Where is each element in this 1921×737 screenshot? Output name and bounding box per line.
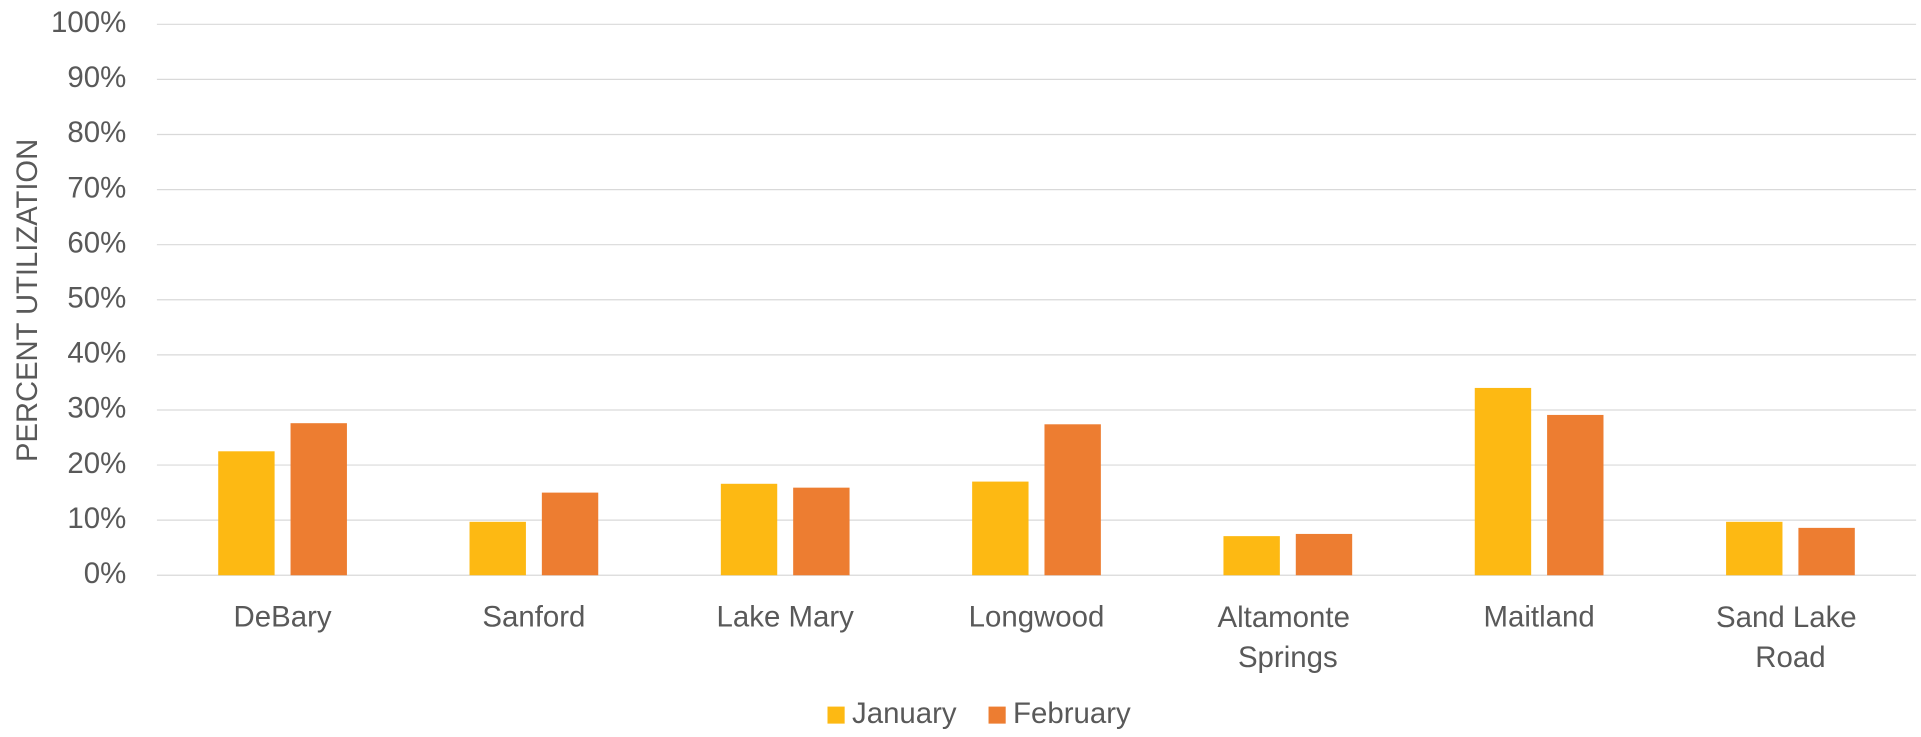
x-tick-label: Altamonte Springs	[1218, 601, 1359, 674]
bar	[1223, 536, 1280, 576]
bar	[1295, 533, 1353, 576]
y-tick-label: 60%	[67, 227, 126, 260]
bar	[1474, 387, 1532, 576]
y-tick-label: 10%	[67, 502, 126, 535]
legend-swatch	[988, 706, 1006, 724]
y-tick-label: 40%	[67, 337, 126, 370]
x-tick-label: Longwood	[969, 601, 1105, 634]
y-tick-label: 0%	[84, 557, 127, 590]
y-tick-label: 100%	[51, 6, 126, 39]
y-tick-label: 70%	[67, 171, 126, 204]
bar	[1798, 527, 1855, 576]
y-tick-label: 90%	[67, 61, 126, 94]
x-tick-label: Sanford	[482, 601, 585, 634]
x-tick-label: DeBary	[234, 601, 332, 634]
bar	[1726, 521, 1783, 576]
y-tick-label: 30%	[67, 392, 126, 425]
bar	[1044, 424, 1101, 576]
x-tick-label: Maitland	[1484, 601, 1595, 634]
legend-label: January	[852, 697, 957, 730]
bar	[541, 492, 599, 576]
bar	[793, 487, 850, 576]
x-tick-label: Sand Lake Road	[1716, 601, 1865, 674]
y-tick-label: 80%	[67, 116, 126, 149]
bar	[218, 451, 275, 576]
bar	[1547, 414, 1604, 576]
x-tick-label: Lake Mary	[717, 601, 855, 634]
bar	[290, 423, 347, 576]
bar	[972, 481, 1029, 576]
y-tick-label: 20%	[67, 447, 126, 480]
legend-label: February	[1013, 697, 1131, 730]
y-axis-label: PERCENT UTILIZATION	[11, 139, 44, 462]
bar	[720, 483, 778, 576]
y-tick-label: 50%	[67, 282, 126, 315]
legend-swatch	[827, 706, 845, 724]
bar	[469, 521, 526, 576]
